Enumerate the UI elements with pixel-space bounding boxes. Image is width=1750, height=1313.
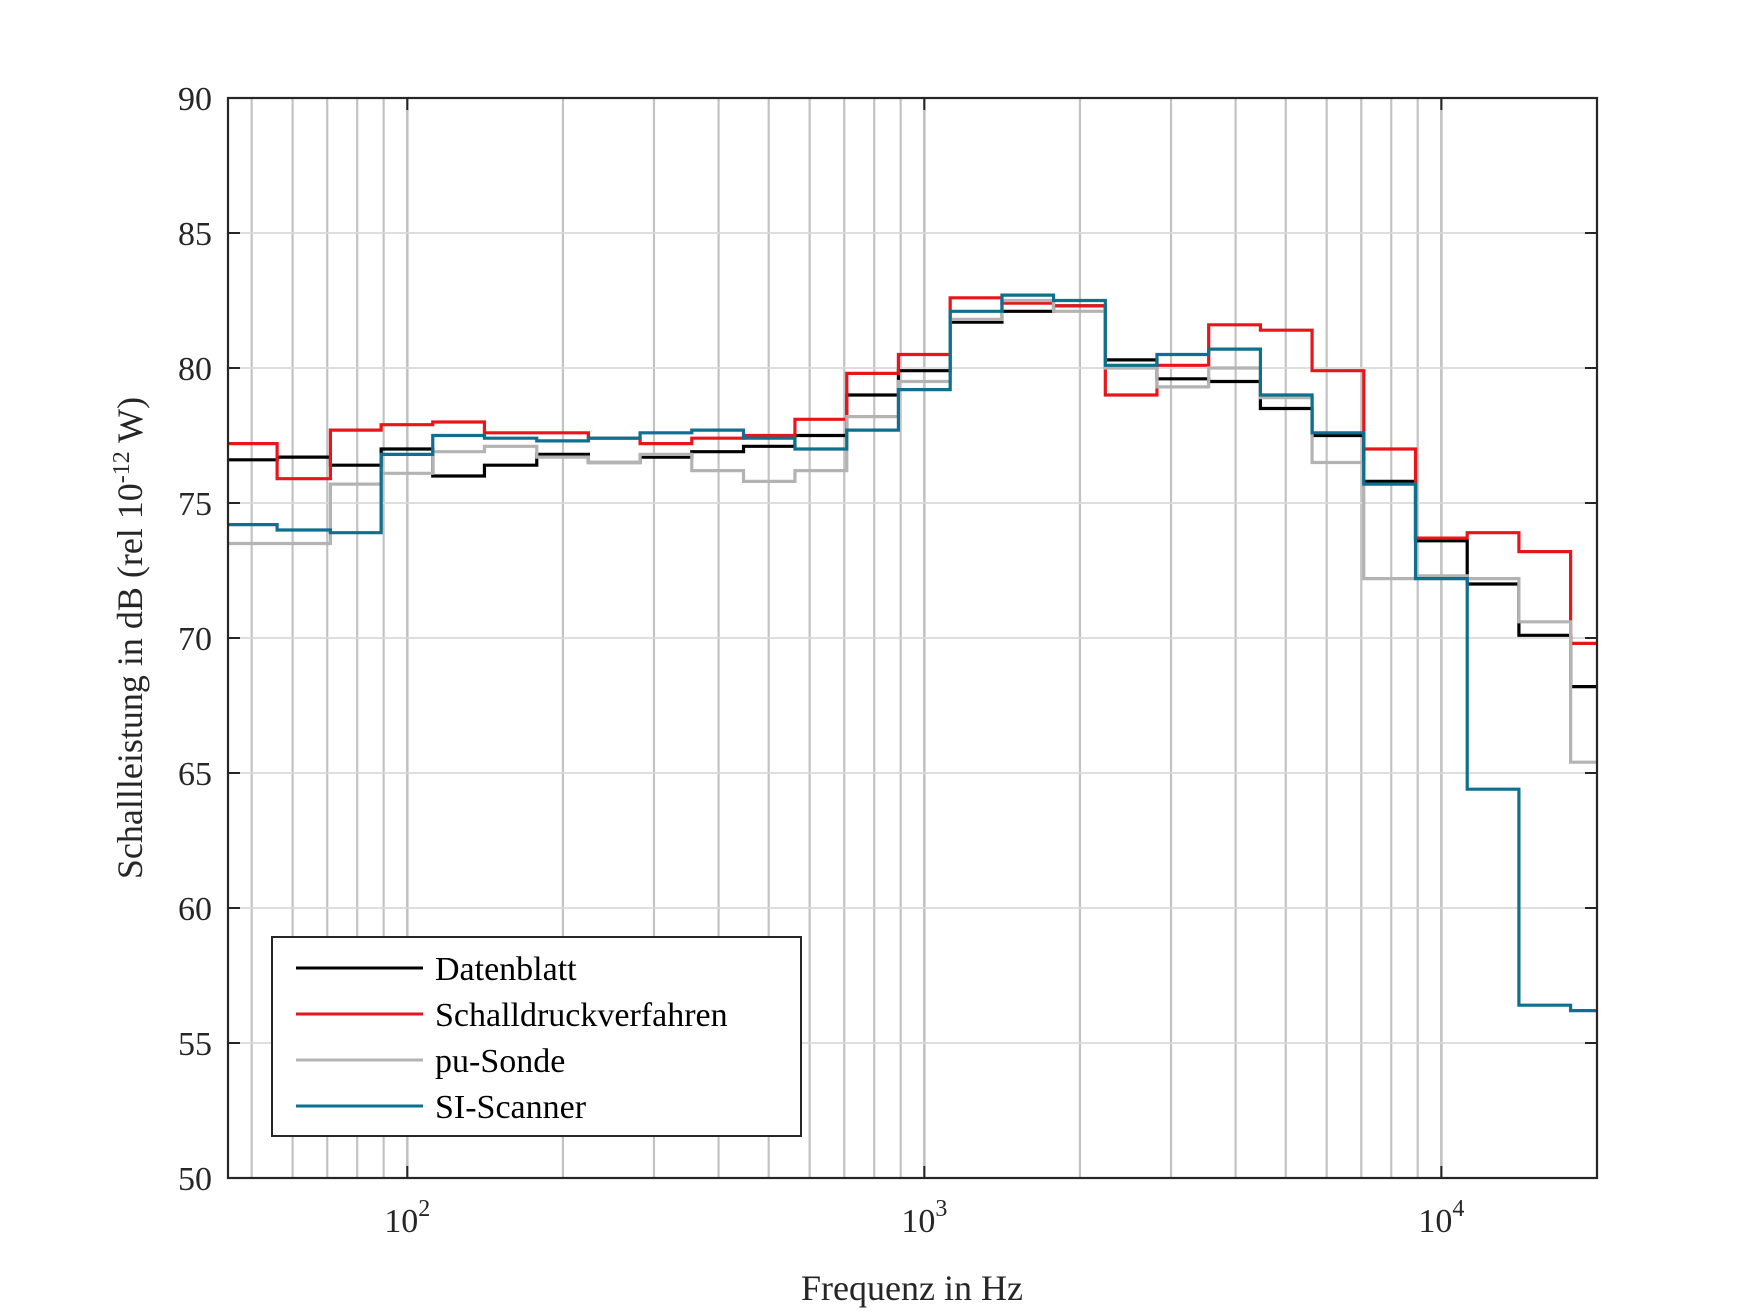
ticks bbox=[228, 97, 1597, 1179]
y-axis-label-tail: W) bbox=[110, 397, 150, 451]
x-axis-label: Frequenz in Hz bbox=[801, 1268, 1023, 1308]
legend-text-schalldruckverfahren: Schalldruckverfahren bbox=[435, 997, 728, 1034]
series-line-si-scanner bbox=[228, 293, 1597, 1013]
y-axis-label-exp: -12 bbox=[109, 451, 135, 483]
legend-box bbox=[271, 936, 802, 1137]
y-tick-label: 80 bbox=[178, 351, 212, 388]
y-tick-label: 75 bbox=[178, 486, 212, 523]
legend-text-datenblatt: Datenblatt bbox=[435, 951, 577, 988]
y-tick-label: 60 bbox=[178, 891, 212, 928]
x-tick-label: 102 bbox=[384, 1196, 430, 1240]
y-tick-label: 55 bbox=[178, 1026, 212, 1063]
x-tick-label: 103 bbox=[901, 1196, 947, 1240]
y-tick-label: 50 bbox=[178, 1161, 212, 1198]
x-tick-label-base: 10 bbox=[384, 1203, 418, 1240]
y-tick-label: 70 bbox=[178, 621, 212, 658]
x-tick-label-exp: 3 bbox=[935, 1196, 947, 1222]
y-axis-label: Schallleistung in dB (rel 10-12 W) bbox=[109, 397, 150, 879]
series-line-datenblatt bbox=[228, 304, 1597, 689]
x-tick-label: 104 bbox=[1418, 1196, 1464, 1240]
y-tick-label: 90 bbox=[178, 81, 212, 118]
y-axis-label-main: Schallleistung in dB (rel 10 bbox=[110, 483, 150, 879]
x-tick-label-exp: 4 bbox=[1452, 1196, 1464, 1222]
series-layer bbox=[228, 293, 1597, 1013]
x-tick-label-exp: 2 bbox=[418, 1196, 430, 1222]
legend: Datenblatt Schalldruckverfahren pu-Sonde… bbox=[271, 936, 802, 1137]
y-tick-label: 65 bbox=[178, 756, 212, 793]
x-tick-label-base: 10 bbox=[1418, 1203, 1452, 1240]
x-tick-label-base: 10 bbox=[901, 1203, 935, 1240]
legend-text-si-scanner: SI-Scanner bbox=[435, 1089, 587, 1126]
y-tick-label: 85 bbox=[178, 216, 212, 253]
legend-text-pu-sonde: pu-Sonde bbox=[435, 1043, 565, 1080]
